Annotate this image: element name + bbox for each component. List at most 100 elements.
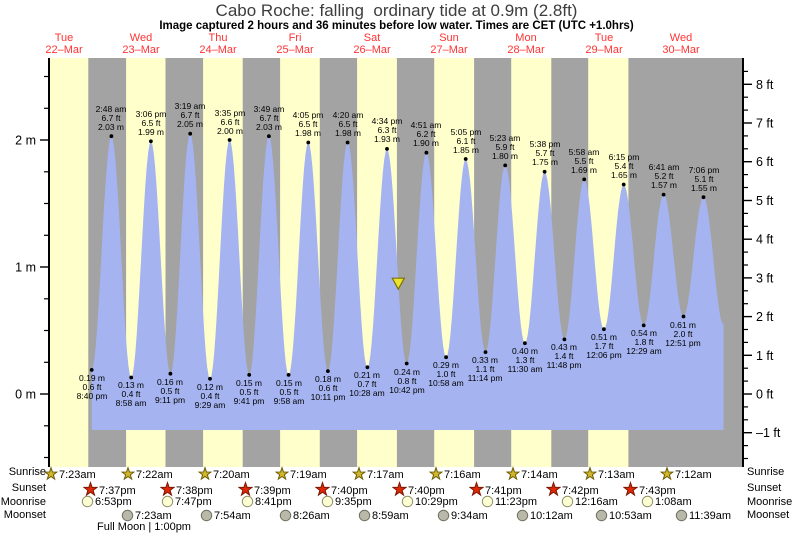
moonrise-time: 10:29pm bbox=[415, 496, 458, 508]
tide-low-label: 0.12 m 0.4 ft 9:29 am bbox=[194, 382, 226, 410]
sunrise-star-icon bbox=[505, 465, 521, 480]
moonrise-entry: 9:35pm bbox=[321, 495, 372, 509]
sunrise-entry: 7:20am bbox=[197, 465, 250, 481]
tide-high-label: 5:38 pm 5.7 ft 1.75 m bbox=[529, 139, 561, 167]
tide-low-label: 0.33 m 1.1 ft 11:14 pm bbox=[467, 355, 503, 383]
moonrise-entry: 10:29pm bbox=[401, 495, 458, 509]
moonrise-entry: 12:16am bbox=[561, 495, 618, 509]
tide-high-dot bbox=[701, 195, 706, 200]
right-axis-tick-label: 5 ft bbox=[756, 194, 774, 208]
tide-high-dot bbox=[345, 140, 350, 145]
sunrise-entry: 7:17am bbox=[351, 465, 404, 481]
tide-low-dot bbox=[562, 337, 567, 342]
moonset-circle-icon bbox=[595, 509, 608, 521]
day-name: Wed bbox=[669, 32, 693, 44]
sunrise-star-icon bbox=[43, 465, 59, 480]
sunrise-star-icon bbox=[351, 465, 367, 480]
tide-low-label: 0.15 m 0.5 ft 9:41 pm bbox=[233, 378, 265, 406]
day-name: Tue bbox=[594, 32, 614, 44]
sunrise-entry: 7:16am bbox=[428, 465, 481, 481]
day-date: 28–Mar bbox=[507, 43, 545, 56]
sunset-star-icon bbox=[237, 480, 254, 496]
moonset-time: 8:59am bbox=[372, 509, 409, 522]
sunset-entry: 7:42pm bbox=[545, 480, 599, 497]
tide-high-dot bbox=[109, 134, 114, 139]
moonrise-time: 6:53pm bbox=[95, 496, 132, 508]
sunrise-time: 7:13am bbox=[598, 468, 635, 481]
day-label: Thu 24–Mar bbox=[180, 32, 256, 56]
moonrise-circle-icon bbox=[401, 495, 414, 508]
right-axis-tick-label: 8 ft bbox=[756, 78, 774, 92]
day-name: Thu bbox=[208, 32, 228, 44]
day-name: Tue bbox=[54, 32, 74, 44]
day-date: 23–Mar bbox=[122, 43, 160, 56]
sunrise-star-icon bbox=[120, 465, 136, 480]
tide-low-label: 0.54 m 1.8 ft 12:29 am bbox=[626, 328, 662, 356]
right-axis-tick-label: 0 ft bbox=[756, 388, 774, 402]
current-tide-marker bbox=[391, 277, 406, 291]
tide-high-dot bbox=[267, 134, 271, 139]
tide-high-dot bbox=[227, 138, 232, 142]
right-axis-tick-label: 6 ft bbox=[756, 155, 774, 169]
tide-low-label: 0.16 m 0.5 ft 9:11 pm bbox=[154, 377, 186, 405]
moonrise-entry: 11:23pm bbox=[481, 495, 537, 509]
sunset-entry: 7:37pm bbox=[82, 480, 136, 497]
sunset-time: 7:42pm bbox=[562, 484, 599, 497]
tide-high-dot bbox=[306, 140, 311, 145]
moonrise-time: 9:35pm bbox=[335, 496, 372, 508]
moonrise-time: 7:47pm bbox=[175, 496, 212, 508]
sunrise-entry: 7:19am bbox=[274, 465, 327, 481]
tide-low-label: 0.21 m 0.7 ft 10:28 am bbox=[349, 370, 385, 398]
day-name: Mon bbox=[515, 32, 537, 44]
sunrise-entry: 7:22am bbox=[120, 465, 173, 481]
tide-low-dot bbox=[208, 376, 212, 381]
moonset-circle-icon bbox=[675, 509, 688, 521]
tide-high-dot bbox=[149, 139, 153, 144]
moonset-time: 10:12am bbox=[530, 509, 573, 522]
page-title: Cabo Roche: falling ordinary tide at 0.9… bbox=[215, 1, 578, 20]
moonrise-time: 8:41pm bbox=[255, 496, 292, 508]
tide-high-label: 3:35 pm 6.6 ft 2.00 m bbox=[214, 108, 246, 136]
day-label: Tue 22–Mar bbox=[26, 32, 102, 56]
sunrise-entry: 7:13am bbox=[582, 465, 635, 481]
tide-low-label: 0.40 m 1.3 ft 11:30 am bbox=[507, 346, 543, 374]
tide-high-dot bbox=[661, 192, 666, 197]
sunset-star-icon bbox=[314, 480, 331, 496]
tide-high-dot bbox=[503, 163, 508, 168]
sunrise-time: 7:19am bbox=[290, 468, 327, 481]
moonrise-entry: 6:53pm bbox=[81, 495, 132, 509]
tide-low-label: 0.18 m 0.6 ft 10:11 pm bbox=[310, 374, 346, 402]
day-label: Wed 30–Mar bbox=[643, 32, 719, 56]
tide-low-label: 0.13 m 0.4 ft 8:58 am bbox=[115, 380, 147, 408]
right-axis-tick-label: 2 ft bbox=[756, 310, 774, 324]
sunrise-time: 7:12am bbox=[675, 468, 712, 481]
sunset-entry: 7:38pm bbox=[159, 480, 213, 497]
day-date: 29–Mar bbox=[585, 43, 623, 56]
sunrise-entry: 7:23am bbox=[43, 465, 96, 481]
day-name: Fri bbox=[288, 32, 302, 44]
chart-subtitle: Image captured 2 hours and 36 minutes be… bbox=[159, 20, 634, 32]
sunset-entry: 7:43pm bbox=[622, 480, 676, 497]
moonrise-time: 12:16am bbox=[575, 496, 618, 508]
moon-phase-label: Full Moon | 1:00pm bbox=[97, 521, 191, 533]
sunset-entry: 7:41pm bbox=[468, 480, 522, 497]
right-axis-tick-label: 3 ft bbox=[756, 271, 774, 285]
tide-high-dot bbox=[385, 147, 389, 151]
sunset-time: 7:43pm bbox=[639, 484, 676, 497]
tide-low-dot bbox=[247, 373, 252, 377]
moonrise-time: 1:08am bbox=[655, 496, 692, 508]
sunset-time: 7:40pm bbox=[408, 484, 445, 497]
moonset-time: 10:53am bbox=[609, 509, 652, 522]
sunset-time: 7:38pm bbox=[176, 484, 213, 497]
right-axis-tick-label: –1 ft bbox=[756, 426, 781, 440]
moonset-circle-icon bbox=[437, 509, 450, 521]
sunset-row-label-right: Sunset bbox=[747, 482, 782, 494]
moonset-entry: 8:59am bbox=[358, 509, 409, 523]
moonset-entry: 10:53am bbox=[595, 509, 652, 523]
tide-high-label: 6:41 am 5.2 ft 1.57 m bbox=[648, 162, 680, 190]
daylight-band bbox=[49, 58, 89, 467]
moonset-entry: 7:54am bbox=[200, 509, 251, 523]
tide-high-dot bbox=[424, 150, 429, 155]
sunset-row-label-left: Sunset bbox=[11, 482, 46, 494]
moonset-circle-icon bbox=[121, 509, 134, 521]
